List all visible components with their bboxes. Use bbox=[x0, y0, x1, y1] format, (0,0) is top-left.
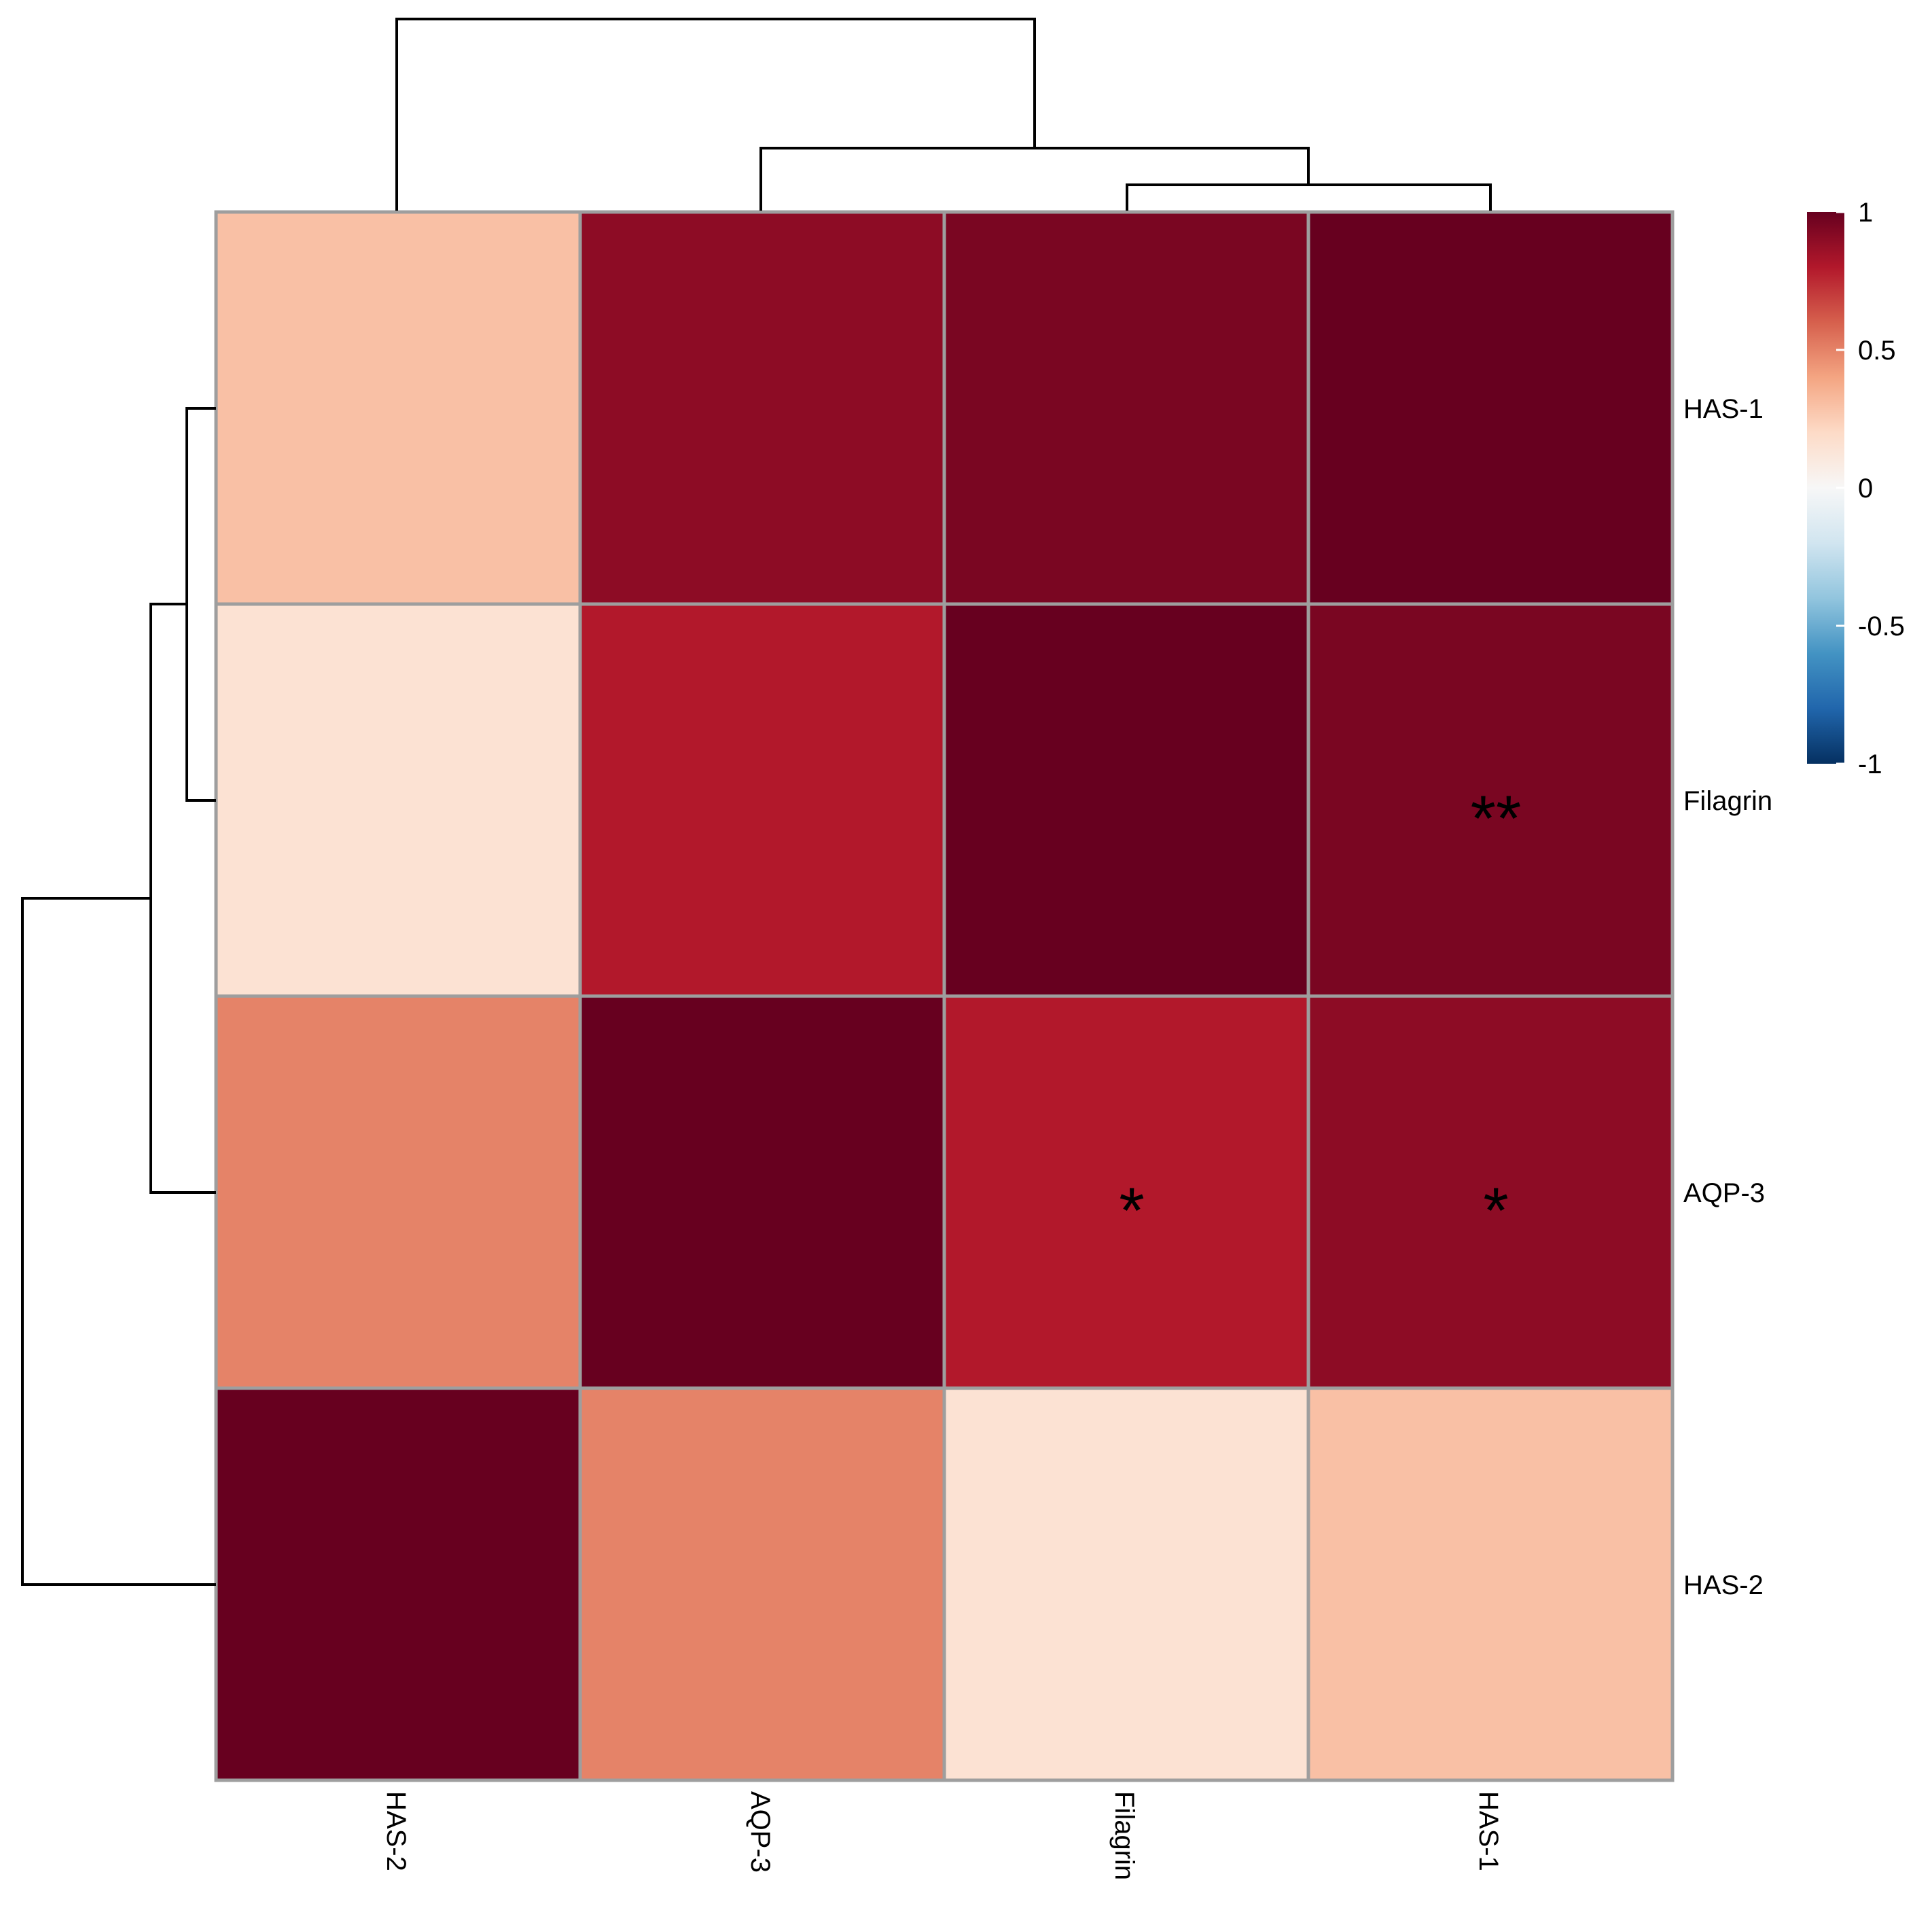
heatmap-cell bbox=[578, 210, 946, 606]
legend-tick-label: 0 bbox=[1858, 474, 1873, 504]
column-label: Filagrin bbox=[1109, 1791, 1139, 1880]
significance-marker: ** bbox=[1471, 783, 1522, 855]
heatmap-cell bbox=[578, 602, 946, 998]
legend-tick-label: -0.5 bbox=[1858, 612, 1905, 641]
column-label: HAS-2 bbox=[381, 1791, 411, 1871]
col-dendro-branch-has1-filagrin bbox=[1126, 183, 1492, 211]
significance-marker: * bbox=[1483, 1175, 1508, 1248]
row-label: Filagrin bbox=[1683, 786, 1772, 816]
significance-annotations: *** * bbox=[1119, 783, 1521, 1248]
row-label: AQP-3 bbox=[1683, 1178, 1765, 1208]
legend-tick-label: 1 bbox=[1858, 198, 1873, 228]
heatmap-cell bbox=[942, 1386, 1310, 1782]
color-legend: 1 0.5 0 -0.5 -1 bbox=[1807, 198, 1905, 779]
heatmap-cell bbox=[942, 602, 1310, 998]
heatmap-cell bbox=[578, 994, 946, 1390]
row-dendro-branch-aqp3 bbox=[149, 603, 216, 1194]
heatmap-cell bbox=[578, 1386, 946, 1782]
column-label: AQP-3 bbox=[745, 1791, 775, 1873]
legend-tick-label: 0.5 bbox=[1858, 336, 1896, 366]
heatmap-cell bbox=[1306, 602, 1675, 998]
heatmap-cell bbox=[1306, 994, 1675, 1390]
heatmap-cell bbox=[942, 994, 1310, 1390]
column-dendrogram bbox=[395, 18, 1492, 211]
row-labels: HAS-1 Filagrin AQP-3 HAS-2 bbox=[1683, 394, 1772, 1600]
significance-marker: * bbox=[1119, 1175, 1144, 1248]
row-dendro-branch-has1-filagrin bbox=[185, 407, 216, 802]
heatmap-cell bbox=[1306, 210, 1675, 606]
col-dendro-branch-aqp3 bbox=[759, 147, 1310, 211]
row-label: HAS-1 bbox=[1683, 394, 1764, 424]
column-labels: HAS-2 AQP-3 Filagrin HAS-1 bbox=[381, 1791, 1503, 1880]
color-legend-ticks: 1 0.5 0 -0.5 -1 bbox=[1836, 198, 1905, 779]
column-label: HAS-1 bbox=[1473, 1791, 1503, 1871]
heatmap-cell bbox=[1306, 1386, 1675, 1782]
heatmap-cell bbox=[214, 602, 582, 998]
row-label: HAS-2 bbox=[1683, 1570, 1764, 1600]
heatmap-cell bbox=[214, 994, 582, 1390]
row-dendro-branch-root bbox=[21, 897, 216, 1586]
heatmap-cell bbox=[214, 210, 582, 606]
col-dendro-branch-root bbox=[395, 18, 1036, 211]
row-dendrogram bbox=[21, 407, 216, 1586]
legend-tick-label: -1 bbox=[1858, 749, 1882, 779]
heatmap-cell bbox=[942, 210, 1310, 606]
heatmap-cells bbox=[214, 210, 1675, 1782]
heatmap-cell bbox=[214, 1386, 582, 1782]
